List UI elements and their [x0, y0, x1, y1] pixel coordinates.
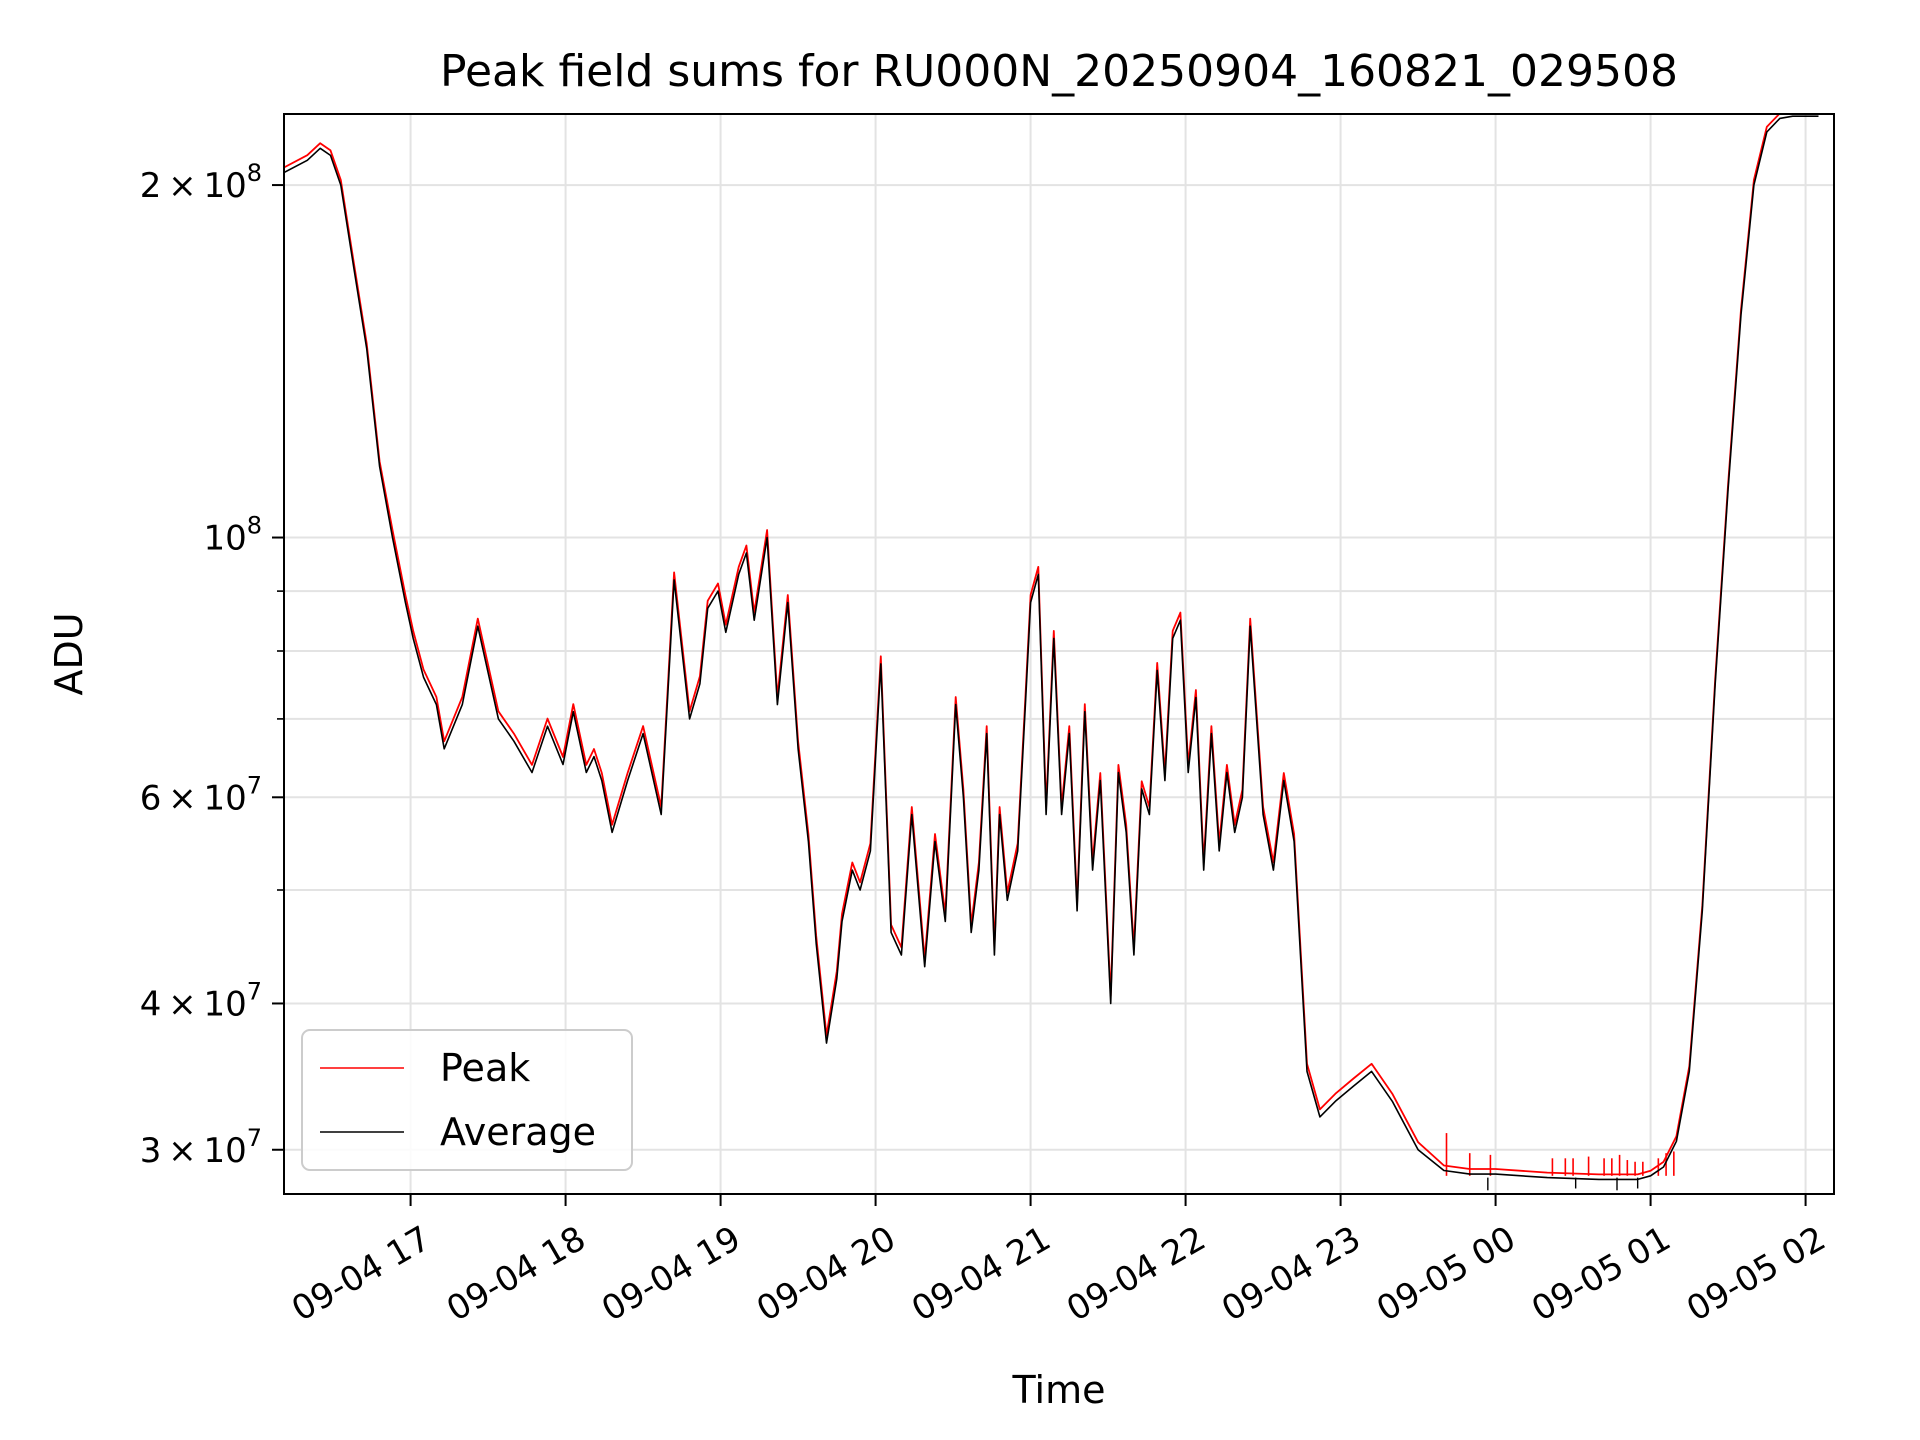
chart-title: Peak field sums for RU000N_20250904_1608… — [440, 46, 1678, 97]
legend-peak-label: Peak — [440, 1046, 530, 1090]
y-tick-label: 3 × 107 — [140, 1124, 262, 1171]
legend: Peak Average — [301, 1029, 633, 1171]
plot-series-group — [284, 114, 1819, 1191]
average-series-line — [284, 115, 1819, 1181]
legend-box — [301, 1029, 633, 1171]
y-tick-label: 2 × 108 — [140, 159, 262, 206]
y-tick-label: 6 × 107 — [140, 771, 262, 818]
x-axis-label: Time — [1012, 1368, 1106, 1412]
y-axis-label: ADU — [47, 612, 91, 695]
y-tick-label: 4 × 107 — [140, 977, 262, 1024]
plot-frame — [283, 113, 1835, 1195]
peak-series-line — [284, 114, 1782, 1176]
legend-average-label: Average — [440, 1110, 596, 1154]
